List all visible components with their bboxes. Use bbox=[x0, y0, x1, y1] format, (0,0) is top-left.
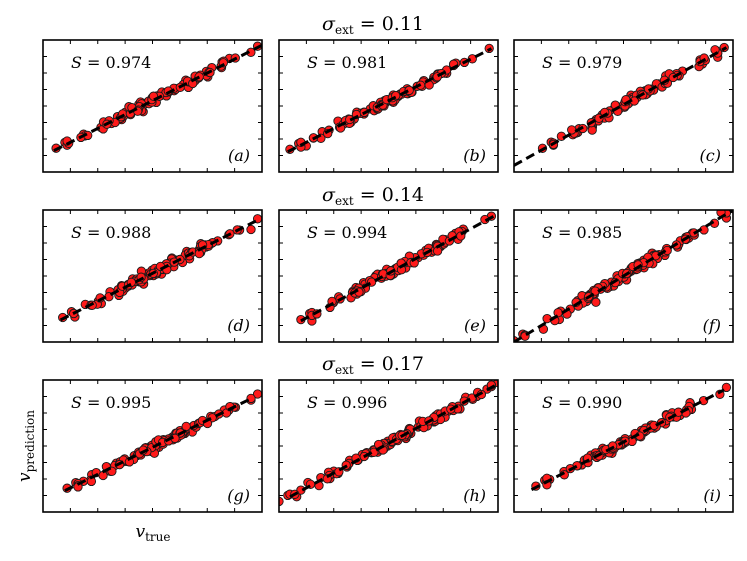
fit-line bbox=[64, 398, 250, 492]
panel-g: S = 0.995 (g) bbox=[42, 379, 263, 513]
fit-line bbox=[514, 210, 733, 342]
data-point bbox=[246, 224, 256, 235]
panel-tag: (c) bbox=[700, 146, 721, 165]
row-title-value: 0.11 bbox=[382, 13, 424, 35]
s-value-label: S = 0.979 bbox=[542, 53, 622, 72]
panel-tag: (a) bbox=[228, 146, 250, 165]
row-titles: σext = 0.11 σext = 0.14 σext = 0.17 bbox=[322, 13, 424, 377]
fit-line bbox=[300, 215, 495, 323]
fit-line bbox=[287, 47, 493, 154]
fit-line bbox=[59, 218, 259, 322]
panel-tag: (b) bbox=[463, 146, 486, 165]
fit-line bbox=[530, 388, 725, 492]
panel-tag: (h) bbox=[463, 486, 486, 505]
panel-tag: (d) bbox=[227, 316, 250, 335]
s-value-label: S = 0.994 bbox=[307, 223, 387, 242]
y-axis-label: vprediction bbox=[15, 410, 37, 482]
panel-d: S = 0.988 (d) bbox=[42, 209, 263, 343]
s-value: 0.990 bbox=[577, 393, 623, 412]
row-title: σext = 0.17 bbox=[322, 353, 424, 377]
s-value: 0.988 bbox=[106, 223, 152, 242]
fit-line bbox=[514, 46, 728, 167]
data-point bbox=[181, 421, 191, 432]
panel-frame bbox=[278, 39, 499, 173]
fit-line bbox=[53, 43, 262, 152]
row-title: σext = 0.11 bbox=[322, 13, 424, 37]
panel-frame bbox=[278, 209, 499, 343]
fit-line bbox=[289, 382, 498, 499]
panel-e: S = 0.994 (e) bbox=[278, 209, 499, 343]
s-value: 0.981 bbox=[342, 53, 388, 72]
panel-tag: (f) bbox=[703, 316, 721, 335]
panel-f: S = 0.985 (f) bbox=[513, 209, 734, 343]
panel-h: S = 0.996 (h) bbox=[278, 379, 499, 513]
s-value-label: S = 0.995 bbox=[71, 393, 151, 412]
x-axis-label: vtrue bbox=[136, 522, 171, 544]
s-value-label: S = 0.981 bbox=[307, 53, 387, 72]
s-value: 0.995 bbox=[106, 393, 152, 412]
panel-frame bbox=[42, 39, 263, 173]
panel-tag: (g) bbox=[227, 486, 250, 505]
panel-frame bbox=[278, 379, 499, 513]
panel-a: S = 0.974 (a) bbox=[42, 39, 263, 173]
axis-labels: vtrue vprediction bbox=[15, 410, 171, 544]
panel-frame bbox=[42, 209, 263, 343]
row-title-value: 0.17 bbox=[382, 353, 424, 375]
row-title-value: 0.14 bbox=[382, 184, 424, 206]
panel-c: S = 0.979 (c) bbox=[513, 39, 734, 173]
panel-i: S = 0.990 (i) bbox=[513, 379, 734, 513]
s-value: 0.985 bbox=[577, 223, 623, 242]
s-value-label: S = 0.985 bbox=[542, 223, 622, 242]
s-value-label: S = 0.988 bbox=[71, 223, 151, 242]
panel-frame bbox=[513, 39, 734, 173]
s-value-label: S = 0.996 bbox=[307, 393, 387, 412]
s-value-label: S = 0.990 bbox=[542, 393, 622, 412]
data-point bbox=[567, 125, 577, 135]
panel-b: S = 0.981 (b) bbox=[278, 39, 499, 173]
panel-tag: (e) bbox=[464, 316, 486, 335]
row-title: σext = 0.14 bbox=[322, 184, 424, 208]
s-value: 0.979 bbox=[577, 53, 623, 72]
s-value: 0.974 bbox=[106, 53, 152, 72]
panel-frame bbox=[513, 209, 734, 343]
data-point bbox=[591, 297, 601, 307]
data-point bbox=[721, 382, 732, 393]
panel-tag: (i) bbox=[703, 486, 721, 505]
data-point bbox=[279, 496, 284, 507]
panel-frame bbox=[513, 379, 734, 513]
panel-grid: S = 0.974(a)S = 0.981(b)S = 0.979(c)S = … bbox=[42, 39, 734, 513]
panel-frame bbox=[42, 379, 263, 513]
s-value: 0.996 bbox=[342, 393, 388, 412]
s-value: 0.994 bbox=[342, 223, 388, 242]
s-value-label: S = 0.974 bbox=[71, 53, 151, 72]
